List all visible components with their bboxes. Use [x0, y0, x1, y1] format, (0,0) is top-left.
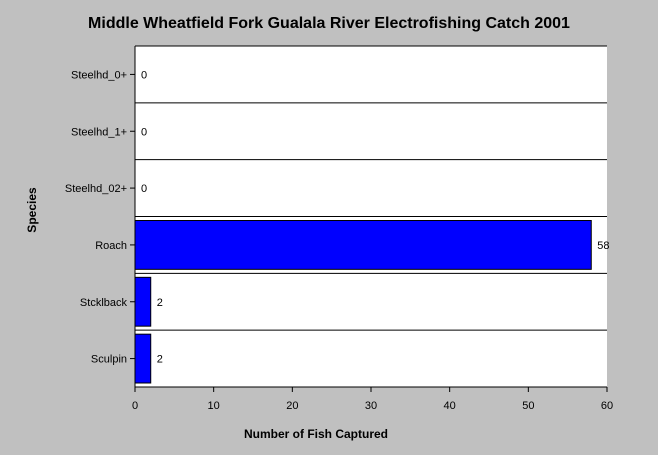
y-tick-label-Steelhd_02+: Steelhd_02+	[65, 183, 127, 195]
data-label-Roach: 58	[597, 240, 609, 252]
y-tick-label-Steelhd_0+: Steelhd_0+	[71, 69, 127, 81]
y-tick-label-Roach: Roach	[95, 240, 127, 252]
data-label-Stcklback: 2	[157, 297, 163, 309]
category-separators	[135, 45, 607, 331]
bar-Roach	[134, 220, 592, 270]
data-label-Steelhd_02+: 0	[141, 183, 147, 195]
bar-Sculpin	[134, 333, 152, 384]
x-tick-label-30: 30	[365, 400, 377, 412]
data-label-Steelhd_1+: 0	[141, 126, 147, 138]
data-label-Steelhd_0+: 0	[141, 69, 147, 81]
chart-title: Middle Wheatfield Fork Gualala River Ele…	[88, 15, 570, 32]
y-tick-label-Stcklback: Stcklback	[80, 297, 128, 309]
data-labels: 0 0 0 58 2 2	[141, 69, 610, 365]
y-axis-label: Species	[25, 187, 39, 233]
y-tick-label-Steelhd_1+: Steelhd_1+	[71, 126, 127, 138]
bars	[134, 220, 592, 384]
x-axis-label: Number of Fish Captured	[244, 427, 388, 441]
y-tick-label-Sculpin: Sculpin	[91, 354, 127, 366]
x-tick-label-20: 20	[286, 400, 298, 412]
x-tick-label-50: 50	[522, 400, 534, 412]
x-tick-label-10: 10	[208, 400, 220, 412]
x-tick-label-60: 60	[601, 400, 613, 412]
bar-Stcklback	[134, 276, 152, 327]
x-axis-ticks: 0 10 20 30 40 50 60	[132, 387, 613, 412]
data-label-Sculpin: 2	[157, 354, 163, 366]
x-tick-label-0: 0	[132, 400, 138, 412]
y-axis-tick-labels: Steelhd_0+ Steelhd_1+ Steelhd_02+ Roach Stck…	[65, 69, 135, 366]
x-tick-label-40: 40	[444, 400, 456, 412]
